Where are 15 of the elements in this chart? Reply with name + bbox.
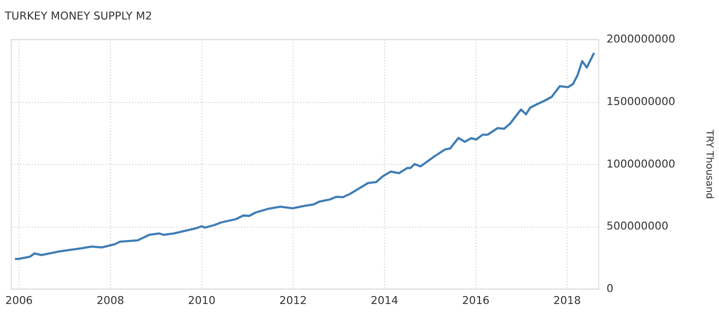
x-tick-label: 2014 xyxy=(370,294,398,307)
x-tick-label: 2018 xyxy=(553,294,582,307)
x-tick-label: 2012 xyxy=(279,294,307,307)
x-tick-label: 2006 xyxy=(5,294,33,307)
y-tick-label: 2000000000 xyxy=(606,32,676,46)
line-series xyxy=(14,52,596,260)
chart-title: TURKEY MONEY SUPPLY M2 xyxy=(4,9,152,22)
x-tick-label: 2010 xyxy=(188,294,216,307)
y-tick-label: 1500000000 xyxy=(606,94,676,108)
y-axis-title: TRY Thousand xyxy=(704,128,715,200)
x-tick-label: 2008 xyxy=(96,294,124,307)
y-tick-label: 1000000000 xyxy=(606,157,676,170)
y-tick-label: 500000000 xyxy=(606,220,668,233)
x-tick-label: 2016 xyxy=(462,294,490,307)
y-tick-label: 0 xyxy=(606,282,614,296)
